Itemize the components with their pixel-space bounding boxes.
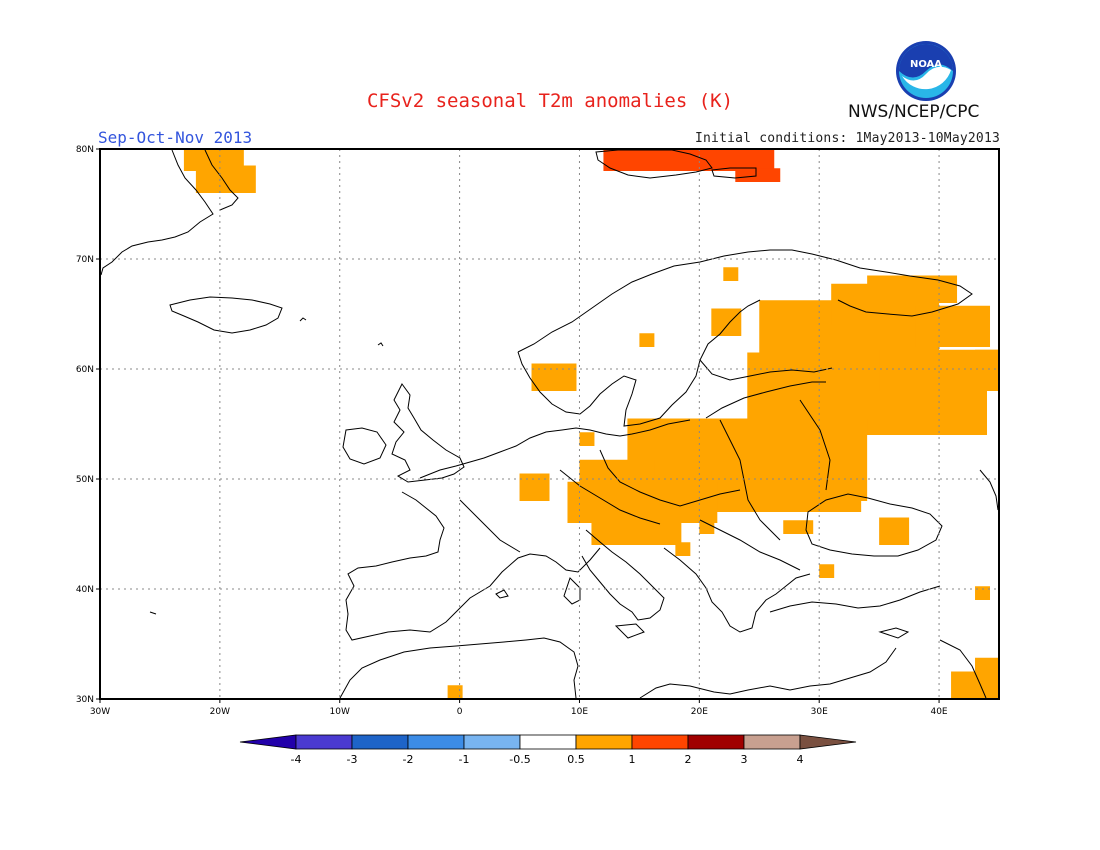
colorbar-segment [407,734,465,750]
lon-tick-label: 10E [571,707,588,717]
lat-tick-label: 30N [76,695,94,705]
anomaly-cell [987,366,999,380]
anomaly-cell [879,517,910,545]
colorbar-label: -2 [403,753,414,766]
colorbar-label: 0.5 [567,753,585,766]
colorbar-segment [463,734,521,750]
colorbar-label: -4 [291,753,302,766]
lon-tick-label: 30W [90,707,110,717]
anomaly-cell [519,473,550,501]
colorbar-segment [743,734,801,750]
anomaly-cell [915,305,991,347]
anomaly-cell [699,520,715,534]
figure-title: CFSv2 seasonal T2m anomalies (K) [366,90,734,112]
anomaly-cell [675,542,691,556]
anomaly-cell [603,149,724,171]
anomaly-cell [567,481,718,523]
colorbar-label: 4 [797,753,804,766]
map-axes: 30W 20W 10W 0 10E 20E 30E 40E 30N 40N 50N 60N 70N 80N [76,145,948,717]
anomaly-cell [951,671,997,699]
colorbar-label: 2 [685,753,692,766]
anomaly-cell [531,363,577,391]
anomaly-cell [723,267,739,281]
lon-tick-label: 40E [930,707,947,717]
map-frame [99,148,1000,700]
colorbar-segment [575,734,633,750]
anomaly-cell [975,586,991,600]
anomaly-cell [711,470,862,512]
colorbar-segment [519,734,577,750]
agency-label: NWS/NCEP/CPC [848,102,980,122]
colorbar-segment [687,734,745,750]
anomaly-cell [819,564,835,578]
colorbar-label: -0.5 [509,753,530,766]
season-label: Sep-Oct-Nov 2013 [98,128,253,147]
anomaly-cell [579,432,595,446]
lat-tick-label: 70N [76,255,94,265]
colorbar: -4 -3 -2 -1 -0.5 0.5 1 2 3 4 [239,734,857,766]
lon-tick-label: 0 [457,707,463,717]
anomaly-cell [711,308,742,336]
lon-tick-label: 30E [811,707,828,717]
anomaly-cell [699,149,775,171]
colorbar-arrow-right [799,734,857,750]
colorbar-segment [351,734,409,750]
anomaly-cell [591,517,682,545]
lon-tick-label: 10W [330,707,350,717]
lon-tick-label: 20W [210,707,230,717]
lat-tick-label: 80N [76,145,94,155]
colorbar-label: -1 [459,753,470,766]
anomaly-cell [783,520,814,534]
logo-text: NOAA [910,59,942,70]
anomaly-cell [195,165,256,193]
coastlines [100,149,999,699]
lat-tick-label: 50N [76,475,94,485]
colorbar-label: 3 [741,753,748,766]
initial-conditions-label: Initial conditions: 1May2013-10May2013 [694,131,1000,146]
colorbar-segment [631,734,689,750]
colorbar-label: 1 [629,753,636,766]
colorbar-label: -3 [347,753,358,766]
anomaly-cells [183,149,999,699]
colorbar-segment [295,734,353,750]
anomaly-cell [735,168,781,182]
anomaly-cell [639,333,655,347]
graticule [100,149,999,699]
colorbar-arrow-left [239,734,297,750]
noaa-logo-icon: NOAA [896,41,956,101]
lon-tick-label: 20E [691,707,708,717]
anomaly-cell [447,685,463,699]
anomaly-cell [867,275,958,303]
lat-tick-label: 60N [76,365,94,375]
lat-tick-label: 40N [76,585,94,595]
